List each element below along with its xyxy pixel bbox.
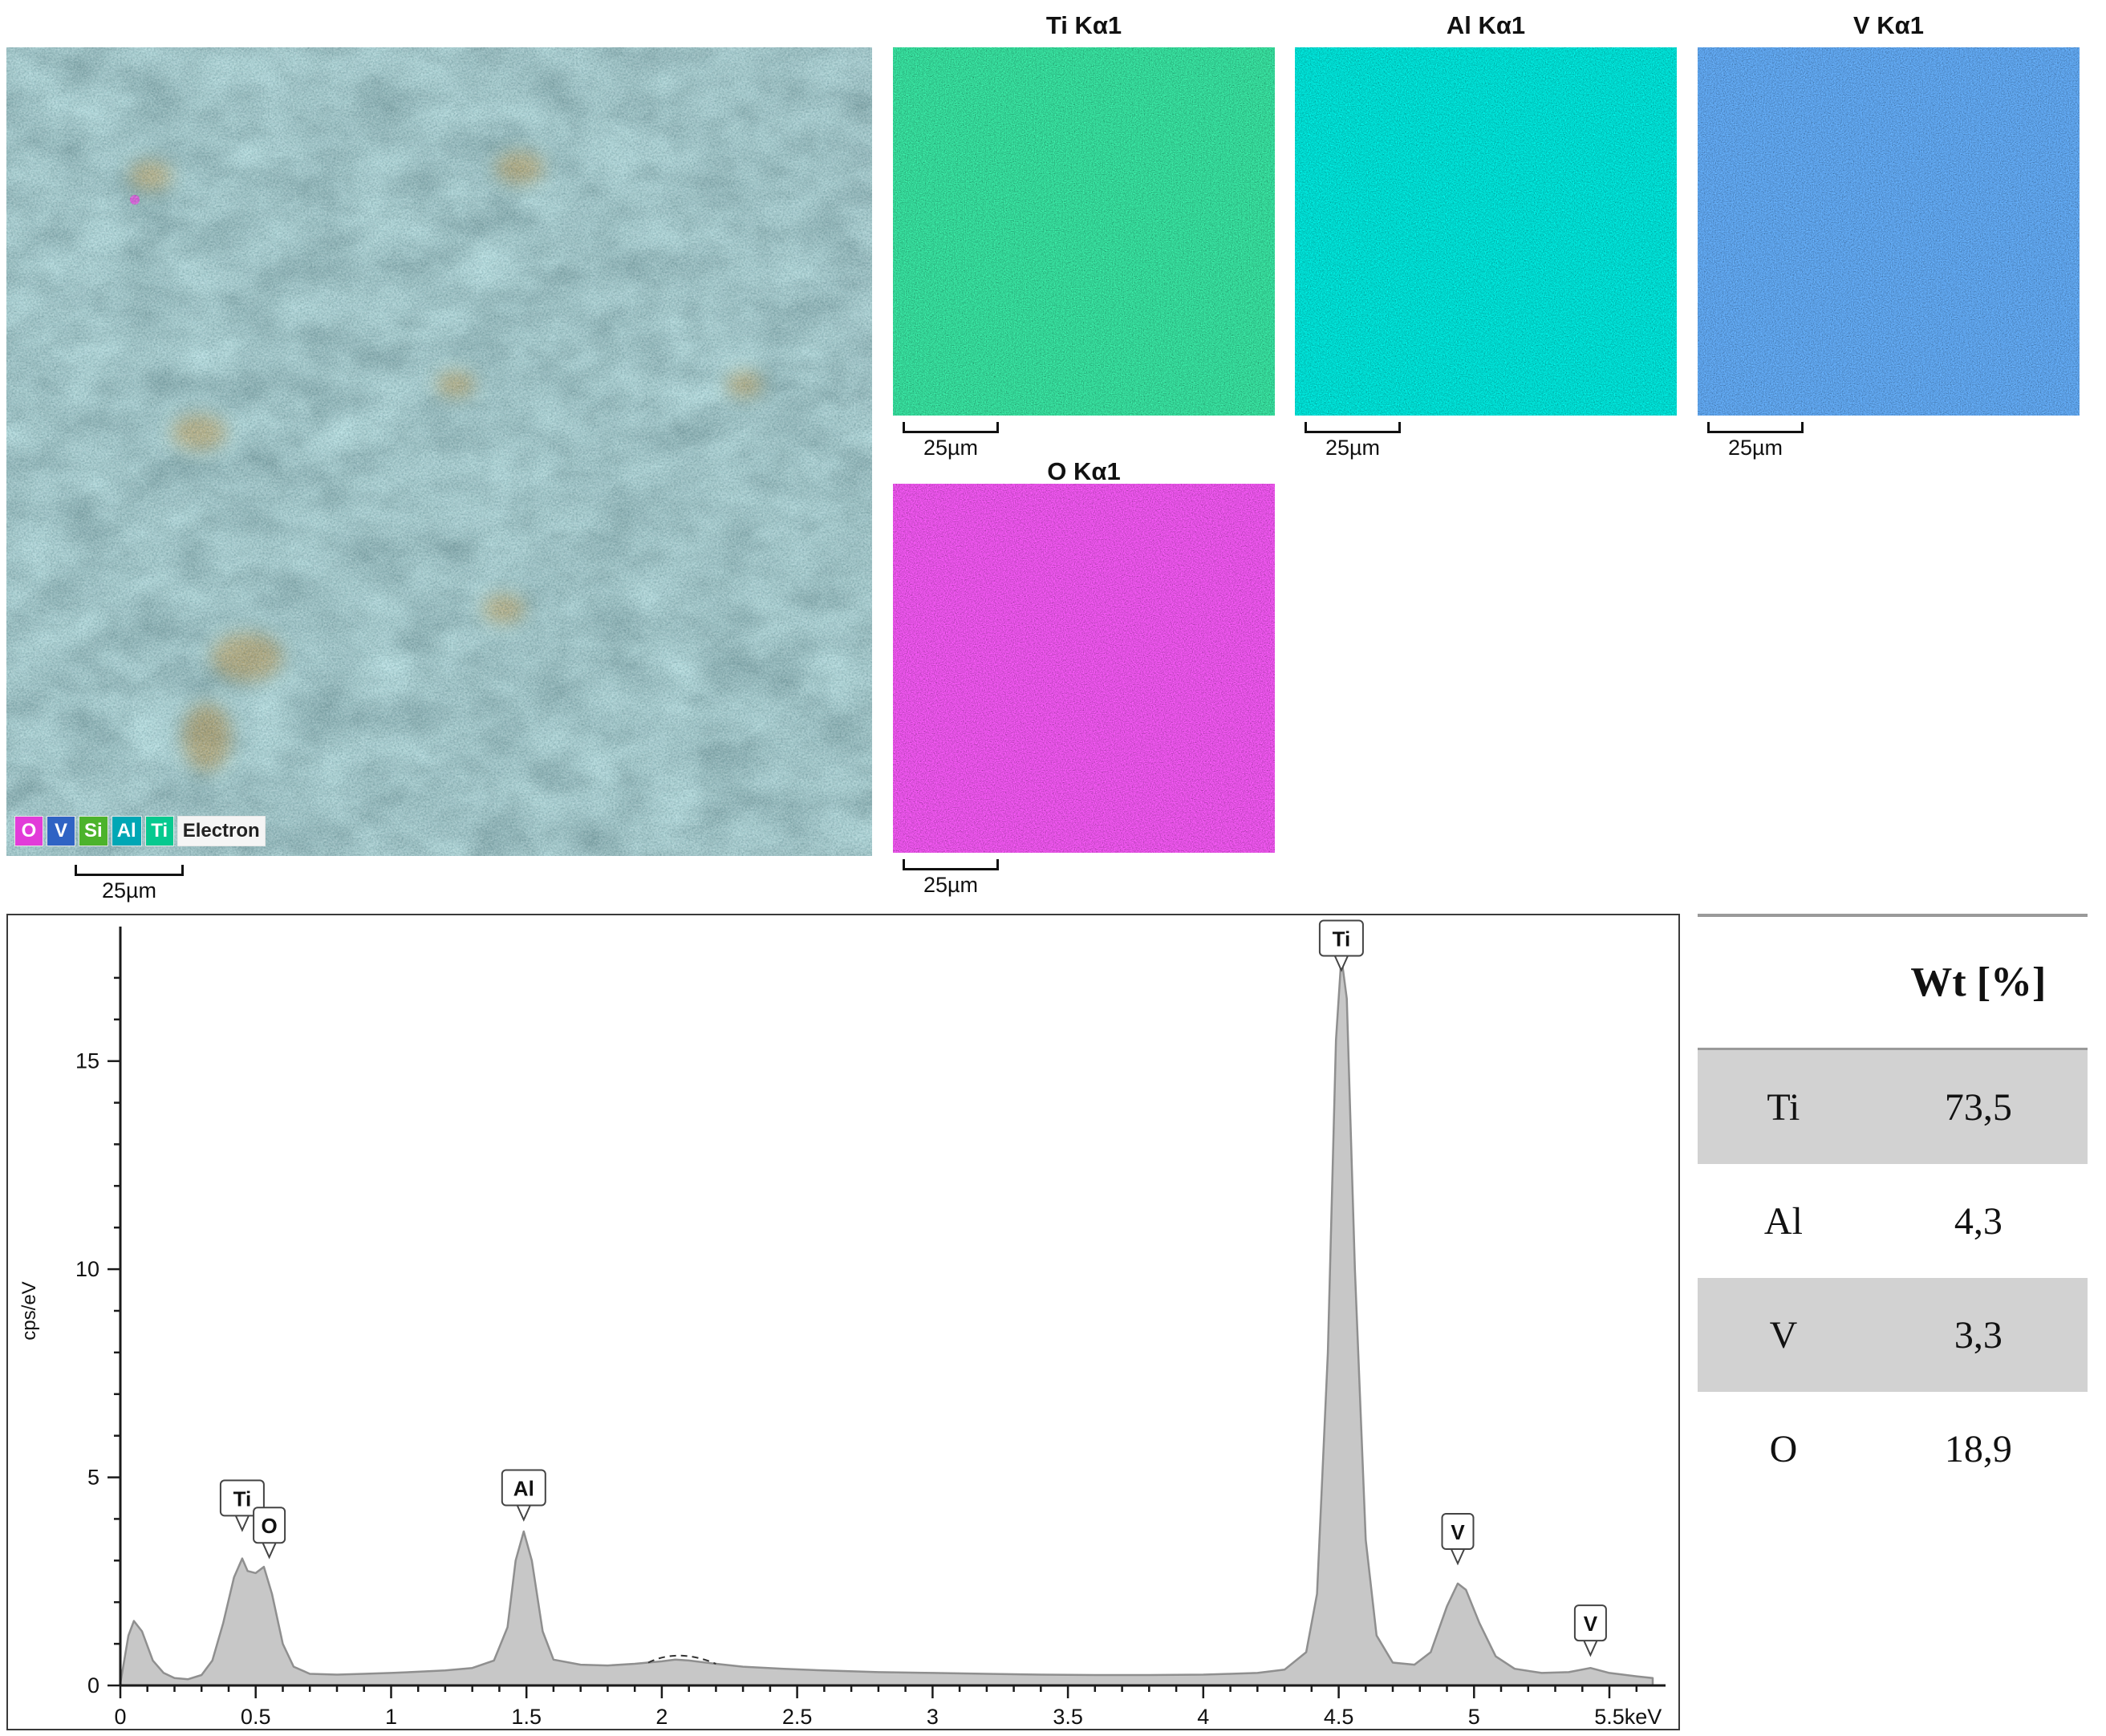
- svg-text:Ti: Ti: [233, 1487, 252, 1511]
- map-al-ka1: [1295, 47, 1677, 416]
- scalebar-label: 25µm: [101, 878, 157, 902]
- element-symbol: Ti: [1767, 1085, 1800, 1129]
- legend-chip-o: O: [14, 816, 43, 846]
- svg-text:5: 5: [87, 1466, 99, 1490]
- wt-table-row-v: V 3,3: [1698, 1278, 2088, 1392]
- axis-tick-labels: 0 0.5 1 1.5 2 2.5 3 3.5 4 4.5 5 5.5 0 5 10 15 keV: [75, 1049, 1662, 1729]
- svg-text:2: 2: [655, 1705, 668, 1729]
- scalebar-bracket: [1305, 422, 1401, 433]
- tick-marks: [108, 976, 1638, 1698]
- wt-table-row-o: O 18,9: [1698, 1392, 2088, 1506]
- element-wt-value: 18,9: [1944, 1427, 2012, 1470]
- svg-text:0: 0: [87, 1673, 99, 1697]
- legend-chip-al: Al: [111, 816, 142, 846]
- spectrum-area: [119, 955, 1654, 1687]
- svg-text:2.5: 2.5: [782, 1705, 813, 1729]
- peak-callout-v: V: [1573, 1604, 1607, 1657]
- svg-text:3.5: 3.5: [1053, 1705, 1083, 1729]
- map-al-scalebar: 25µm: [1305, 422, 1401, 460]
- svg-text:10: 10: [75, 1257, 99, 1281]
- scalebar-bracket: [903, 422, 999, 433]
- svg-text:4: 4: [1197, 1705, 1209, 1729]
- map-o-ka1: [893, 484, 1275, 853]
- legend-chip-si: Si: [79, 816, 108, 846]
- svg-text:0: 0: [114, 1705, 126, 1729]
- peak-callout-ti: Ti: [1318, 919, 1364, 972]
- peak-callout-v: V: [1441, 1513, 1475, 1566]
- spectrum-plot: 0 0.5 1 1.5 2 2.5 3 3.5 4 4.5 5 5.5051015keVcps/eV …: [18, 919, 1666, 1729]
- peak-callout-o: O: [253, 1507, 286, 1560]
- map-o-scalebar: 25µm: [903, 859, 999, 898]
- svg-text:V: V: [1451, 1520, 1465, 1544]
- y-axis-title: cps/eV: [18, 1281, 40, 1340]
- map-ti-scalebar: 25µm: [903, 422, 999, 460]
- element-legend: O V Si Al Ti Electron: [14, 816, 266, 846]
- scalebar-bracket: [1707, 422, 1804, 433]
- svg-text:O: O: [261, 1514, 277, 1538]
- scalebar-label: 25µm: [1727, 436, 1783, 460]
- svg-text:5: 5: [1468, 1705, 1480, 1729]
- scalebar-bracket: [903, 859, 999, 870]
- element-wt-value: 3,3: [1954, 1313, 2003, 1357]
- svg-text:Al: Al: [513, 1477, 534, 1501]
- map-title-v: V Kα1: [1853, 11, 1924, 39]
- svg-text:4.5: 4.5: [1324, 1705, 1354, 1729]
- svg-text:5.5: 5.5: [1594, 1705, 1625, 1729]
- electron-image-texture: [6, 47, 872, 856]
- svg-text:1: 1: [385, 1705, 397, 1729]
- element-symbol: Al: [1763, 1199, 1803, 1243]
- element-wt-value: 73,5: [1944, 1085, 2012, 1129]
- svg-text:15: 15: [75, 1049, 99, 1073]
- map-v-ka1: [1698, 47, 2080, 416]
- x-axis-unit: keV: [1625, 1705, 1662, 1729]
- element-symbol: V: [1769, 1313, 1798, 1357]
- map-title-al: Al Kα1: [1446, 11, 1526, 39]
- wt-header-label: Wt [%]: [1910, 959, 2047, 1005]
- wt-table-body: Ti 73,5 Al 4,3 V 3,3 O 18,9: [1698, 1050, 2088, 1506]
- legend-chip-v: V: [47, 816, 75, 846]
- scalebar-label: 25µm: [1325, 436, 1381, 460]
- peak-callout-al: Al: [501, 1469, 546, 1522]
- element-wt-value: 4,3: [1954, 1199, 2003, 1243]
- axes: [119, 927, 1666, 1687]
- wt-percent-table: Wt [%] Ti 73,5 Al 4,3 V 3,3 O 18,9: [1698, 914, 2088, 1506]
- electron-image-scalebar: 25µm: [75, 865, 184, 903]
- svg-text:1.5: 1.5: [511, 1705, 542, 1729]
- wt-table-row-al: Al 4,3: [1698, 1164, 2088, 1278]
- electron-overlay-image: O V Si Al Ti Electron: [6, 47, 872, 856]
- legend-chip-electron: Electron: [177, 816, 266, 846]
- svg-text:0.5: 0.5: [241, 1705, 271, 1729]
- dashed-marker: [647, 1654, 716, 1665]
- wt-table-header-row: Wt [%]: [1698, 917, 2088, 1050]
- element-symbol: O: [1769, 1427, 1798, 1470]
- svg-text:V: V: [1584, 1612, 1598, 1636]
- scalebar-bracket: [75, 865, 184, 876]
- svg-text:3: 3: [927, 1705, 939, 1729]
- wt-table-row-ti: Ti 73,5: [1698, 1050, 2088, 1164]
- legend-chip-ti: Ti: [144, 816, 174, 846]
- svg-text:Ti: Ti: [1333, 927, 1351, 951]
- map-ti-ka1: [893, 47, 1275, 416]
- map-v-scalebar: 25µm: [1707, 422, 1804, 460]
- scalebar-label: 25µm: [923, 873, 979, 897]
- scalebar-label: 25µm: [923, 436, 979, 460]
- map-title-o: O Kα1: [1047, 457, 1121, 485]
- map-title-ti: Ti Kα1: [1045, 11, 1122, 39]
- eds-spectrum-chart: 0 0.5 1 1.5 2 2.5 3 3.5 4 4.5 5 5.5 0 5 10 15 keV cps/eV …: [6, 914, 1680, 1730]
- peak-callout-ti: Ti: [219, 1479, 265, 1532]
